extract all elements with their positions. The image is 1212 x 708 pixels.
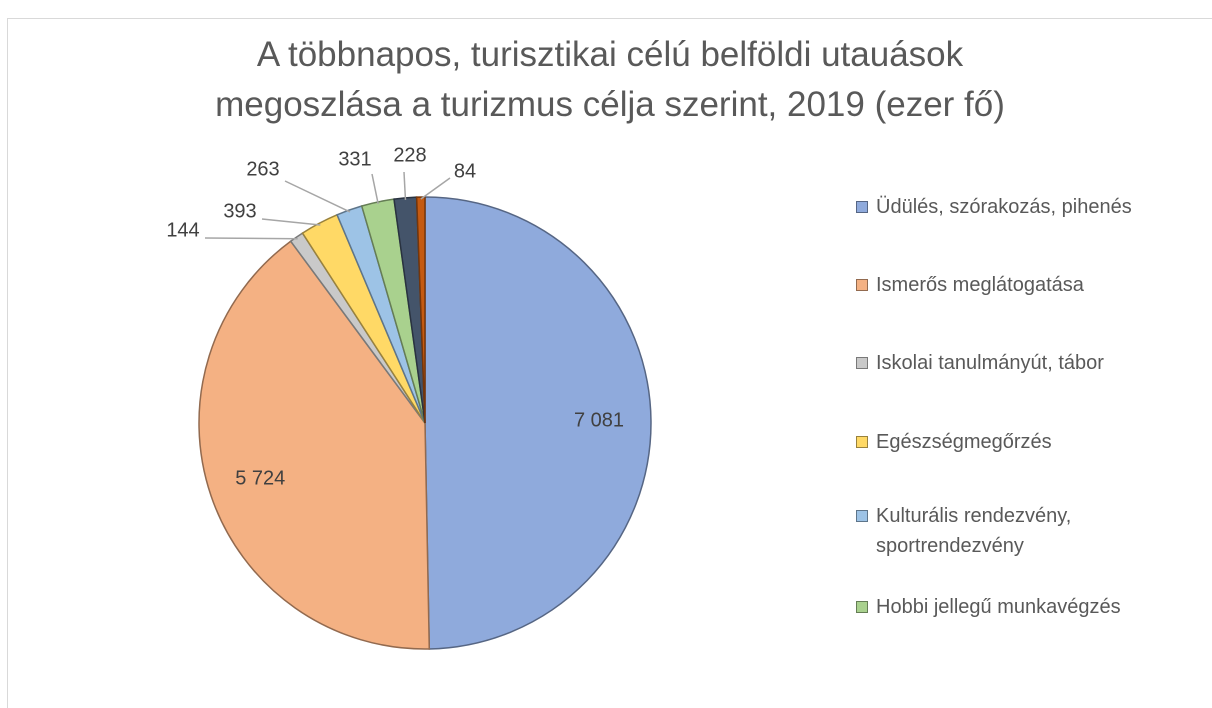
pie-slice	[415, 196, 426, 424]
pie-slice	[198, 240, 431, 650]
leader-line	[371, 173, 379, 205]
legend-entry: Ismerős meglátogatása	[856, 266, 1212, 304]
data-label: 331	[338, 148, 371, 170]
data-label: 144	[166, 219, 199, 241]
legend-entry: Egészségmegőrzés	[856, 423, 1212, 461]
data-label: 393	[223, 200, 256, 222]
legend-swatch	[856, 436, 868, 448]
legend-label: Egészségmegőrzés	[876, 431, 1052, 453]
leader-line	[261, 218, 321, 226]
legend-swatch	[856, 279, 868, 291]
legend-entry: Hobbi jellegű munkavégzés	[856, 588, 1212, 626]
legend-swatch	[856, 201, 868, 213]
leader-line	[420, 177, 451, 200]
chart-title: A többnapos, turisztikai célú belföldi u…	[215, 35, 1005, 124]
legend-label: Kulturális rendezvény, sportrendezvény	[876, 505, 1072, 557]
legend-label: Hobbi jellegű munkavégzés	[876, 596, 1121, 618]
legend-swatch	[856, 510, 868, 522]
legend-entry: Kulturális rendezvény, sportrendezvény	[856, 501, 1176, 561]
legend-label: Iskolai tanulmányút, tábor	[876, 352, 1104, 374]
legend-swatch	[856, 601, 868, 613]
legend-label: Ismerős meglátogatása	[876, 274, 1084, 296]
pie-slice	[424, 196, 652, 650]
data-label: 7 081	[574, 410, 624, 432]
data-label: 84	[454, 160, 476, 182]
legend-label: Üdülés, szórakozás, pihenés	[876, 196, 1132, 218]
data-label: 228	[393, 144, 426, 166]
legend-entry: Iskolai tanulmányút, tábor	[856, 344, 1212, 382]
data-label: 5 724	[235, 467, 285, 489]
leader-line	[284, 180, 351, 213]
leader-line	[204, 237, 298, 240]
legend-swatch	[856, 357, 868, 369]
legend-entry: Üdülés, szórakozás, pihenés	[856, 188, 1212, 226]
leader-line	[403, 171, 407, 200]
data-label: 263	[246, 158, 279, 180]
